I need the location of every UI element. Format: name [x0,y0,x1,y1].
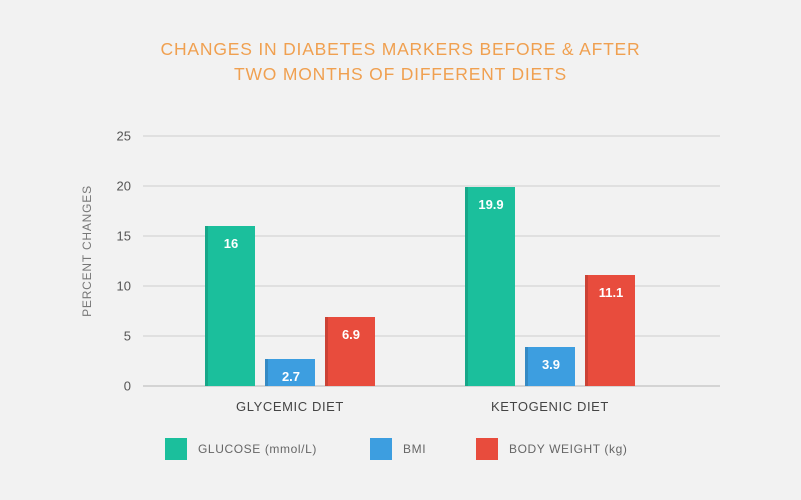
bar-value-label: 6.9 [342,327,360,342]
y-tick-label: 15 [117,229,131,244]
bar-edge [465,187,468,386]
legend-item: GLUCOSE (mmol/L) [165,438,317,460]
legend-item: BMI [370,438,426,460]
y-tick-label: 25 [117,129,131,144]
bar [525,347,575,386]
bar-value-label: 3.9 [542,357,560,372]
chart-title-line-1: CHANGES IN DIABETES MARKERS BEFORE & AFT… [160,39,641,59]
bar [325,317,375,386]
legend-item: BODY WEIGHT (kg) [476,438,628,460]
x-category-label: KETOGENIC DIET [491,399,609,414]
bar-value-label: 2.7 [282,369,300,384]
bar-edge [325,317,328,386]
legend-label: GLUCOSE (mmol/L) [198,442,317,456]
bar-edge [585,275,588,386]
bar-value-label: 16 [224,236,238,251]
legend-label: BMI [403,442,427,456]
chart-legend: GLUCOSE (mmol/L) BMI BODY WEIGHT (kg) [0,438,801,460]
bar [585,275,635,386]
y-tick-label: 0 [124,379,131,394]
y-tick-label: 5 [124,329,131,344]
chart-title: CHANGES IN DIABETES MARKERS BEFORE & AFT… [0,37,801,87]
bar [465,187,515,386]
legend-swatch [165,438,187,460]
legend-swatch [476,438,498,460]
bar [205,226,255,386]
bar-edge [265,359,268,386]
chart-title-line-2: TWO MONTHS OF DIFFERENT DIETS [233,64,567,84]
legend-label: BODY WEIGHT (kg) [509,442,628,456]
bar-value-label: 11.1 [599,285,624,300]
x-category-label: GLYCEMIC DIET [236,399,344,414]
legend-swatch [370,438,392,460]
bar-edge [205,226,208,386]
bar-value-label: 19.9 [478,197,503,212]
bar-edge [525,347,528,386]
y-axis-label: PERCENT CHANGES [80,185,94,317]
y-tick-label: 10 [117,279,131,294]
y-tick-label: 20 [117,179,131,194]
bar [265,359,315,386]
